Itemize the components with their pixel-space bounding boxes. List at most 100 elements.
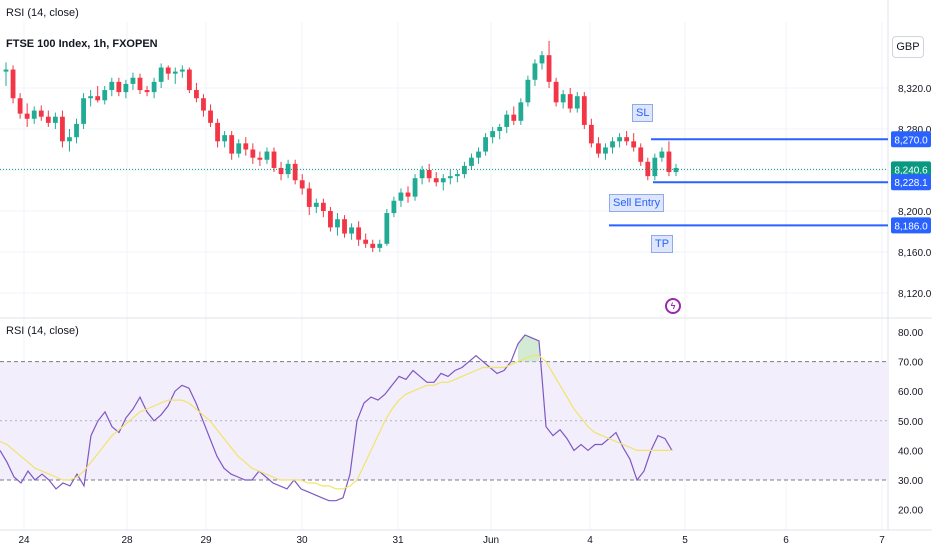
candle-body	[631, 141, 637, 148]
candle-body	[102, 90, 108, 101]
rsi-line	[0, 334, 673, 502]
candle-body	[490, 131, 496, 138]
rsi-tick-label: 60.00	[898, 387, 923, 398]
candle-body	[52, 116, 58, 123]
rsi-tick-label: 30.00	[898, 476, 923, 487]
rsi-ma-line	[0, 355, 672, 490]
candle-body	[638, 147, 644, 162]
candle-body	[31, 110, 37, 119]
candle-body	[278, 167, 284, 175]
candle-body	[476, 151, 481, 158]
candle-body	[504, 114, 510, 127]
price-tag-bg	[891, 217, 931, 234]
candle-body	[497, 126, 503, 132]
candle-body	[328, 211, 333, 228]
candle-body	[454, 174, 460, 177]
candle-body	[144, 90, 150, 93]
candle-body	[426, 170, 432, 179]
candle-body	[342, 219, 347, 234]
candle-body	[666, 151, 672, 173]
candle-body	[617, 137, 622, 142]
candle-body	[405, 192, 411, 197]
time-tick-label: 4	[587, 535, 593, 546]
candle-body	[250, 149, 256, 158]
candle-body	[158, 67, 164, 82]
lightning-icon[interactable]: ϟ	[665, 298, 681, 314]
candle-body	[518, 102, 524, 121]
rsi-band	[0, 361, 888, 480]
candle-body	[271, 151, 277, 168]
candle-body	[172, 71, 178, 74]
rsi-pane-title[interactable]: RSI (14, close)	[6, 325, 79, 337]
candle-body	[560, 94, 566, 103]
top-indicator-label[interactable]: RSI (14, close)	[6, 7, 79, 19]
price-tag-label: 8,228.1	[894, 178, 928, 189]
candle-body	[645, 161, 651, 177]
candle-body	[356, 227, 362, 240]
candle-body	[335, 219, 340, 228]
candle-body	[215, 122, 220, 142]
candle-body	[532, 63, 538, 80]
candle-body	[38, 110, 44, 117]
candle-body	[610, 141, 615, 148]
price-tick-label: 8,320.0	[898, 84, 932, 95]
sell-entry-annotation[interactable]: Sell Entry	[609, 194, 665, 212]
currency-button[interactable]: GBP	[892, 36, 924, 58]
price-tag-label: 8,240.6	[894, 165, 928, 176]
candle-body	[60, 116, 65, 142]
candle-body	[384, 213, 390, 244]
candle-body	[370, 243, 376, 248]
candle-body	[292, 163, 298, 181]
price-tick-label: 8,160.0	[898, 248, 932, 259]
candle-body	[588, 124, 594, 144]
candle-body	[88, 96, 94, 99]
rsi-tick-label: 40.00	[898, 446, 923, 457]
candle-body	[462, 165, 467, 175]
price-tag-label: 8,270.0	[894, 135, 928, 146]
price-tag-bg	[891, 131, 931, 148]
rsi-tick-label: 20.00	[898, 506, 923, 517]
candle-body	[24, 113, 30, 119]
candle-body	[433, 178, 439, 183]
price-tick-label: 8,120.0	[898, 289, 932, 300]
time-tick-label: 29	[200, 535, 212, 546]
candle-body	[511, 114, 517, 121]
candle-body	[673, 167, 679, 173]
candle-body	[596, 143, 601, 154]
candle-body	[313, 202, 319, 207]
candle-body	[17, 98, 23, 114]
candle-body	[151, 81, 157, 93]
candle-body	[123, 83, 129, 93]
candle-body	[45, 116, 51, 123]
candle-body	[74, 123, 79, 138]
candle-body	[236, 143, 242, 154]
candle-body	[412, 178, 418, 197]
sl-annotation[interactable]: SL	[632, 104, 654, 122]
candle-body	[546, 55, 552, 82]
candle-body	[306, 188, 312, 207]
candle-body	[377, 243, 383, 248]
price-tick-label: 8,280.0	[898, 125, 932, 136]
candle-body	[603, 147, 608, 154]
candle-body	[398, 192, 404, 201]
candle-body	[469, 157, 474, 166]
candle-body	[264, 151, 270, 160]
candle-body	[81, 98, 86, 124]
candle-body	[320, 202, 326, 211]
candle-body	[194, 90, 199, 99]
tp-annotation[interactable]: TP	[651, 235, 674, 253]
price-tag-label: 8,186.0	[894, 221, 928, 232]
rsi-tick-label: 50.00	[898, 417, 923, 428]
candle-body	[229, 135, 235, 154]
candle-body	[222, 135, 228, 142]
candle-body	[208, 110, 213, 123]
time-tick-label: 7	[879, 535, 885, 546]
candle-body	[567, 94, 573, 109]
chart-title: FTSE 100 Index, 1h, FXOPEN	[6, 38, 158, 50]
rsi-tick-label: 70.00	[898, 358, 923, 369]
candle-body	[624, 137, 630, 142]
candle-body	[553, 81, 559, 103]
time-tick-label: 24	[18, 535, 30, 546]
